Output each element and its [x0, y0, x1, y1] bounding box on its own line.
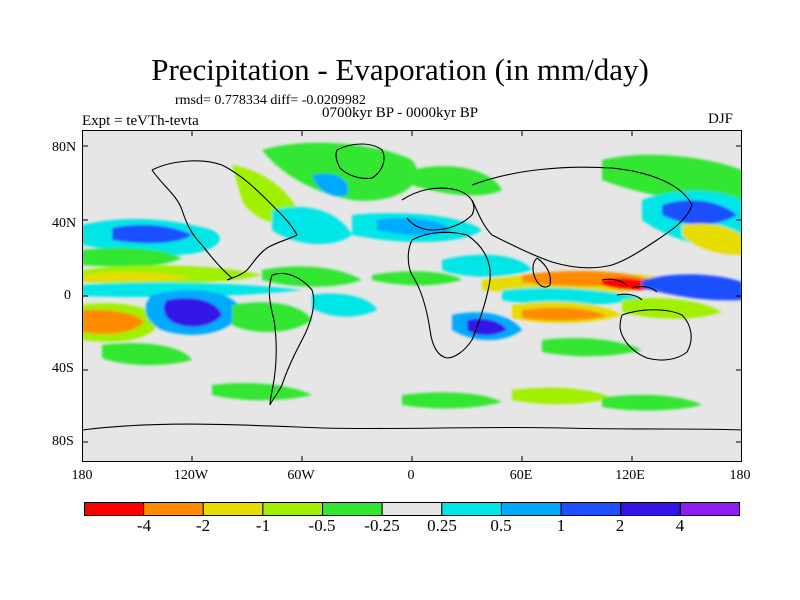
colorbar — [84, 502, 740, 516]
colorbar-label: 1 — [556, 516, 566, 535]
colorbar-label: -0.5 — [308, 516, 336, 535]
colorbar-swatch — [679, 502, 740, 516]
lat-tick-80n: 80N — [52, 140, 77, 155]
lon-tick-180w: 180 — [71, 468, 93, 483]
colorbar-swatch — [500, 502, 562, 516]
lat-tick-40s: 40S — [52, 361, 74, 376]
lon-tick-180e: 180 — [729, 468, 751, 483]
colorbar-label: -2 — [195, 516, 211, 535]
axis-ticks — [82, 130, 742, 462]
colorbar-swatch — [202, 502, 264, 516]
colorbar-label: 2 — [615, 516, 625, 535]
colorbar-swatch — [322, 502, 383, 516]
lon-tick-60e: 60E — [509, 468, 533, 483]
pe-anomaly-field — [82, 142, 742, 411]
colorbar-swatch — [84, 502, 145, 516]
lon-tick-0: 0 — [407, 468, 415, 483]
map-title: Precipitation - Evaporation (in mm/day) — [151, 52, 649, 87]
lat-tick-80s: 80S — [52, 434, 74, 449]
colorbar-swatch — [381, 502, 443, 516]
colorbar-label: -1 — [255, 516, 271, 535]
colorbar-label: -0.25 — [364, 516, 400, 535]
colorbar-swatch — [620, 502, 681, 516]
period-text: 0700kyr BP - 0000kyr BP — [322, 105, 479, 121]
experiment-label: Expt = teVTh-tevta — [82, 113, 199, 129]
stats-text: rmsd= 0.778334 diff= -0.0209982 — [175, 93, 366, 108]
colorbar-swatch — [441, 502, 502, 516]
lon-tick-120e: 120E — [615, 468, 645, 483]
colorbar-swatch — [262, 502, 324, 516]
colorbar-label: 0.5 — [490, 516, 512, 535]
lon-tick-60w: 60W — [287, 468, 315, 483]
coastlines — [82, 143, 742, 431]
lat-tick-40n: 40N — [52, 216, 77, 231]
colorbar-label: 4 — [675, 516, 685, 535]
colorbar-swatch — [560, 502, 622, 516]
season-label: DJF — [708, 111, 734, 127]
colorbar-label: -4 — [136, 516, 152, 535]
colorbar-swatch — [143, 502, 204, 516]
colorbar-label: 0.25 — [427, 516, 457, 535]
lat-tick-0: 0 — [64, 288, 71, 303]
map-panel — [82, 130, 742, 462]
lon-tick-120w: 120W — [173, 468, 209, 483]
